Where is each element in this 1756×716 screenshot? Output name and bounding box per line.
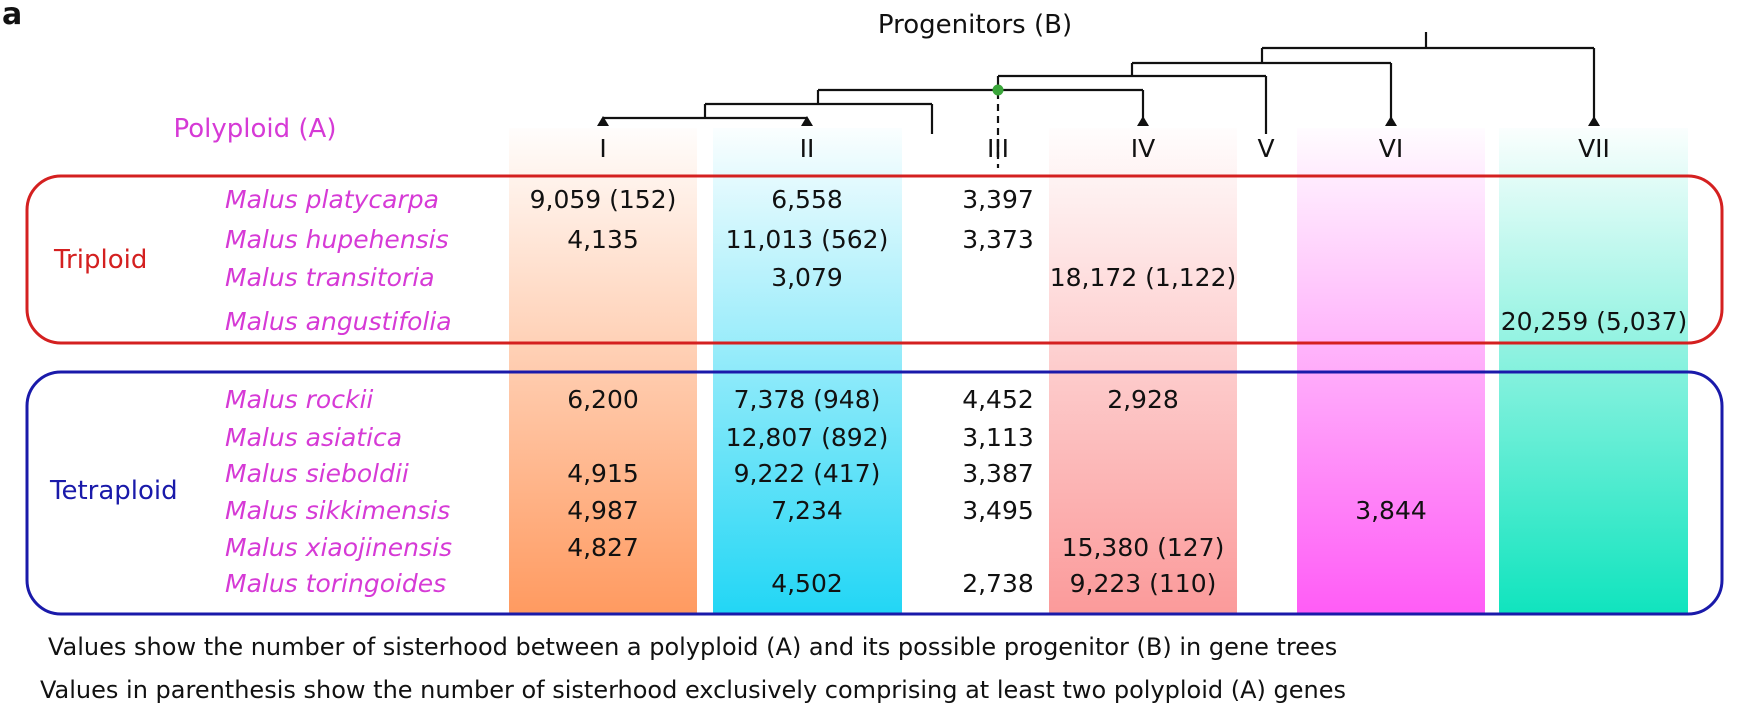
species-row-malus-angustifolia: Malus angustifolia 20,259 (5,037)	[225, 307, 1687, 336]
polyploid-title: Polyploid (A)	[174, 114, 337, 144]
group-label-tetraploid: Tetraploid	[49, 476, 178, 506]
species-name: Malus hupehensis	[225, 225, 449, 254]
progenitor-label-VI: VI	[1379, 134, 1403, 163]
value-II: 3,079	[771, 263, 843, 292]
value-II: 7,234	[771, 496, 843, 525]
species-row-malus-rockii: Malus rockii 6,200 7,378 (948) 4,452 2,928	[225, 385, 1179, 414]
value-II: 6,558	[771, 185, 843, 214]
species-name: Malus transitoria	[225, 263, 435, 292]
triploid-box	[25, 174, 1724, 345]
species-row-malus-platycarpa: Malus platycarpa 9,059 (152) 6,558 3,397	[225, 185, 1034, 214]
note-2: Values in parenthesis show the number of…	[40, 676, 1346, 704]
progenitor-tree	[601, 32, 1596, 168]
species-row-malus-asiatica: Malus asiatica 12,807 (892) 3,113	[225, 423, 1034, 452]
species-name: Malus sikkimensis	[225, 496, 450, 525]
progenitors-title: Progenitors (B)	[878, 10, 1072, 40]
value-VII: 20,259 (5,037)	[1501, 307, 1688, 336]
species-row-malus-sieboldii: Malus sieboldii 4,915 9,222 (417) 3,387	[225, 459, 1034, 488]
species-name: Malus xiaojinensis	[225, 533, 452, 562]
value-III: 4,452	[962, 385, 1034, 414]
value-III: 3,495	[962, 496, 1034, 525]
progenitor-label-III: III	[987, 134, 1009, 163]
value-III: 3,113	[962, 423, 1034, 452]
species-row-malus-toringoides: Malus toringoides 4,502 2,738 9,223 (110)	[225, 569, 1216, 598]
progenitor-label-VII: VII	[1578, 134, 1610, 163]
value-VI: 3,844	[1355, 496, 1427, 525]
arrowhead-VII	[1588, 116, 1600, 126]
value-III: 3,397	[962, 185, 1034, 214]
group-label-triploid: Triploid	[53, 245, 147, 275]
species-name: Malus angustifolia	[225, 307, 452, 336]
species-name: Malus platycarpa	[225, 185, 439, 214]
species-name: Malus rockii	[225, 385, 373, 414]
arrowhead-I	[597, 116, 609, 126]
species-row-malus-hupehensis: Malus hupehensis 4,135 11,013 (562) 3,373	[225, 225, 1034, 254]
value-I: 9,059 (152)	[530, 185, 677, 214]
arrowhead-II	[801, 116, 813, 126]
value-I: 4,827	[567, 533, 639, 562]
value-I: 4,915	[567, 459, 639, 488]
species-name: Malus sieboldii	[225, 459, 409, 488]
value-IV: 2,928	[1107, 385, 1179, 414]
value-I: 6,200	[567, 385, 639, 414]
species-rows: Malus platycarpa 9,059 (152) 6,558 3,397Mal…	[225, 185, 1687, 598]
value-I: 4,135	[567, 225, 639, 254]
progenitor-label-V: V	[1257, 134, 1274, 163]
value-IV: 15,380 (127)	[1062, 533, 1225, 562]
species-name: Malus asiatica	[225, 423, 402, 452]
value-IV: 9,223 (110)	[1070, 569, 1217, 598]
value-II: 4,502	[771, 569, 843, 598]
value-II: 9,222 (417)	[734, 459, 881, 488]
value-II: 11,013 (562)	[726, 225, 889, 254]
progenitor-label-I: I	[599, 134, 606, 163]
species-name: Malus toringoides	[225, 569, 446, 598]
arrowhead-VI	[1385, 116, 1397, 126]
progenitor-label-IV: IV	[1131, 134, 1155, 163]
arrowhead-IV	[1137, 116, 1149, 126]
value-I: 4,987	[567, 496, 639, 525]
species-row-malus-transitoria: Malus transitoria 3,079 18,172 (1,122)	[225, 263, 1236, 292]
value-II: 12,807 (892)	[726, 423, 889, 452]
tree-node-marker	[992, 84, 1004, 96]
tree-arrowheads	[597, 116, 1600, 126]
value-IV: 18,172 (1,122)	[1050, 263, 1237, 292]
species-row-malus-sikkimensis: Malus sikkimensis 4,987 7,234 3,495 3,844	[225, 496, 1427, 525]
progenitor-label-II: II	[800, 134, 815, 163]
value-III: 2,738	[962, 569, 1034, 598]
value-II: 7,378 (948)	[734, 385, 881, 414]
note-1: Values show the number of sisterhood bet…	[48, 633, 1337, 661]
value-III: 3,373	[962, 225, 1034, 254]
tetraploid-box	[25, 370, 1724, 616]
value-III: 3,387	[962, 459, 1034, 488]
progenitor-labels: I II III IV V VI VII	[599, 134, 1610, 163]
panel-label: a	[2, 0, 22, 32]
species-row-malus-xiaojinensis: Malus xiaojinensis 4,827 15,380 (127)	[225, 533, 1224, 562]
